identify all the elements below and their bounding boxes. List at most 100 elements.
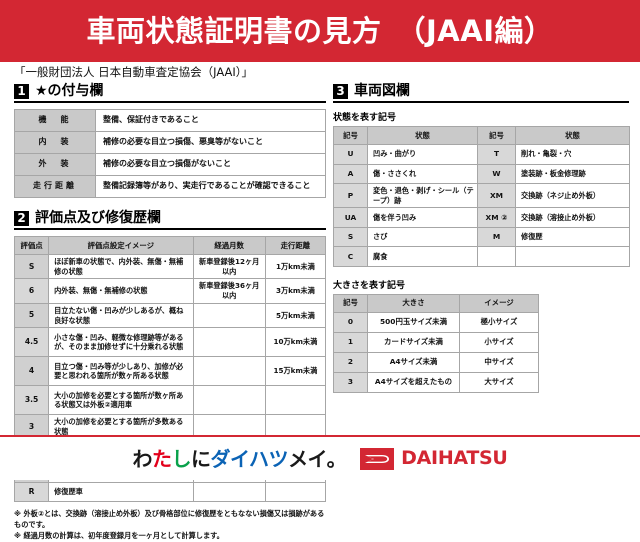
- table-row: C 腐食: [333, 246, 630, 267]
- table-row: 3 A4サイズを超えたもの 大サイズ: [333, 371, 539, 393]
- criteria-label: 内 装: [14, 131, 96, 154]
- size-image-cell: 中サイズ: [459, 351, 539, 373]
- daihatsu-emblem-icon: [360, 447, 395, 470]
- column-header-score: 評価点: [13, 236, 50, 255]
- footnote-line: ※ 外板②とは、交換跡（溶接止め外板）及び骨格部位に修復歴をともなない損傷又は損…: [14, 509, 325, 529]
- state-cell: 交換跡（ネジ止め外板）: [515, 182, 630, 209]
- table-row: 機 能 整備、保証付きであること: [14, 109, 326, 132]
- table-row: UA 傷を伴う凹み XM ② 交換跡（溶接止め外板）: [333, 207, 630, 228]
- column-header-image: 評価点設定イメージ: [48, 236, 194, 255]
- state-cell: 凹み・曲がり: [367, 144, 478, 165]
- table-row: S さび M 修復歴: [333, 226, 630, 248]
- table-row: R 修復歴車: [13, 482, 327, 503]
- table-row: U 凹み・曲がり T 削れ・亀裂・穴: [333, 144, 630, 165]
- section-2-heading: 2 評価点及び修復歴欄: [14, 211, 326, 230]
- table-row: A 傷・ささくれ W 塗装跡・板金修理跡: [333, 163, 630, 184]
- column-header-months: 経過月数: [192, 236, 266, 255]
- table-header-row: 評価点 評価点設定イメージ 経過月数 走行距離: [13, 236, 327, 255]
- column-header-symbol: 記号: [333, 126, 368, 145]
- state-cell: 削れ・亀裂・穴: [515, 144, 630, 165]
- score-description: 目立たない傷・凹みが少しあるが、概ね良好な状態: [48, 302, 194, 329]
- size-image-cell: 極小サイズ: [459, 311, 539, 333]
- table-header-row: 記号 状態 記号 状態: [333, 126, 630, 145]
- score-cell: 4: [13, 356, 50, 387]
- criteria-label: 外 装: [14, 153, 96, 176]
- right-column: 3 車両図欄 状態を表す記号 記号 状態 記号 状態: [333, 64, 630, 393]
- score-description: 小さな傷・凹み、軽微な修理跡等があるが、そのまま加修せずに十分乗れる状態: [48, 327, 194, 358]
- symbol-cell: 0: [333, 311, 368, 333]
- months-cell: [192, 356, 266, 387]
- symbol-cell: A: [333, 163, 368, 184]
- section-1-number: 1: [14, 84, 29, 99]
- state-cell: 変色・退色・剥げ・シール（テープ）跡: [367, 182, 478, 209]
- score-cell: 6: [13, 278, 50, 304]
- state-cell: 傷を伴う凹み: [367, 207, 478, 228]
- symbol-cell: XM ②: [477, 207, 516, 228]
- size-cell: A4サイズを超えたもの: [367, 371, 460, 393]
- state-cell: さび: [367, 226, 478, 248]
- distance-cell: 10万km未満: [264, 327, 327, 358]
- table-row: 2 A4サイズ未満 中サイズ: [333, 351, 539, 373]
- distance-cell: [264, 385, 327, 416]
- slogan-part: た: [151, 446, 172, 471]
- months-cell: 新車登録後36ヶ月以内: [192, 278, 266, 304]
- slogan-part: わ: [132, 446, 152, 471]
- table-row: 1 カードサイズ未満 小サイズ: [333, 331, 539, 353]
- star-criteria-table: 機 能 整備、保証付きであること 内 装 補修の必要な目立つ損傷、悪臭等がないこ…: [14, 109, 326, 198]
- table-row: 3.5 大小の加修を必要とする箇所が数ヶ所ある状態又は外板②適用車: [13, 385, 327, 416]
- score-description: 内外装、無傷・無補修の状態: [48, 278, 194, 304]
- table-row: 0 500円玉サイズ未満 極小サイズ: [333, 311, 539, 333]
- document-body: 「一般財団法人 日本自動車査定協会（JAAI）」 1 ★の付与欄 機 能 整備、…: [0, 62, 640, 540]
- score-cell: S: [13, 253, 50, 280]
- score-description: 大小の加修を必要とする箇所が数ヶ所ある状態又は外板②適用車: [48, 385, 194, 416]
- table-row: P 変色・退色・剥げ・シール（テープ）跡 XM 交換跡（ネジ止め外板）: [333, 182, 630, 209]
- empty-cell: [477, 246, 516, 267]
- size-symbols-subtitle: 大きさを表す記号: [333, 280, 406, 291]
- criteria-value: 補修の必要な目立つ損傷、悪臭等がないこと: [95, 131, 326, 154]
- score-description: ほぼ新車の状態で、内外装、無傷・無補修の状態: [48, 253, 194, 280]
- page-title: 車両状態証明書の見方 （JAAI編）: [86, 13, 554, 48]
- symbol-cell: T: [477, 144, 516, 165]
- section-1-title: ★の付与欄: [35, 83, 104, 100]
- state-cell: 腐食: [367, 246, 478, 267]
- state-symbols-table: 記号 状態 記号 状態 U 凹み・曲がり T 削れ・亀裂・穴 A: [333, 126, 630, 267]
- state-cell: 修復歴: [515, 226, 630, 248]
- symbol-cell: S: [333, 226, 368, 248]
- table-row: S ほぼ新車の状態で、内外装、無傷・無補修の状態 新車登録後12ヶ月以内 1万k…: [13, 253, 327, 280]
- footnote-line: ※ 経過月数の計算は、初年度登録月を一ヶ月として計算します。: [14, 530, 224, 540]
- brand-slogan: わたしにダイハツメイ。: [132, 449, 346, 469]
- size-cell: A4サイズ未満: [367, 351, 460, 373]
- table-row: 走行距離 整備記録簿等があり、実走行であることが確認できること: [14, 175, 326, 198]
- distance-cell: 3万km未満: [264, 278, 327, 304]
- criteria-value: 整備、保証付きであること: [95, 109, 326, 132]
- column-header-distance: 走行距離: [264, 236, 327, 255]
- table-row: 内 装 補修の必要な目立つ損傷、悪臭等がないこと: [14, 131, 326, 154]
- score-cell: R: [13, 482, 50, 503]
- footer-banner: わたしにダイハツメイ。 DAIHATSU: [0, 435, 640, 480]
- symbol-cell: 1: [333, 331, 368, 353]
- section-3-number: 3: [333, 84, 348, 99]
- brand-name: DAIHATSU: [401, 447, 508, 469]
- section-3-heading: 3 車両図欄: [333, 84, 629, 103]
- column-header-symbol: 記号: [333, 293, 368, 313]
- header-banner: 車両状態証明書の見方 （JAAI編）: [0, 0, 640, 62]
- score-cell: 5: [13, 302, 50, 329]
- size-cell: カードサイズ未満: [367, 331, 460, 353]
- table-row: 4 目立つ傷・凹み等が少しあり、加修が必要と思われる箇所が数ヶ所ある状態 15万…: [13, 356, 327, 387]
- table-header-row: 記号 大きさ イメージ: [333, 293, 539, 313]
- criteria-value: 補修の必要な目立つ損傷がないこと: [95, 153, 326, 176]
- state-cell: 交換跡（溶接止め外板）: [515, 207, 630, 228]
- size-symbols-table: 記号 大きさ イメージ 0 500円玉サイズ未満 極小サイズ 1 カードサイズ未…: [333, 293, 539, 393]
- symbol-cell: W: [477, 163, 516, 184]
- state-cell: 塗装跡・板金修理跡: [515, 163, 630, 184]
- state-symbols-subtitle: 状態を表す記号: [333, 113, 397, 123]
- daihatsu-logo: DAIHATSU: [360, 447, 508, 470]
- empty-cell: [515, 246, 630, 267]
- section-2-title: 評価点及び修復歴欄: [35, 210, 161, 227]
- score-cell: 3.5: [13, 385, 50, 416]
- section-1-heading: 1 ★の付与欄: [14, 84, 326, 103]
- column-header-size: 大きさ: [367, 293, 460, 313]
- symbol-cell: U: [333, 144, 368, 165]
- criteria-label: 機 能: [14, 109, 96, 132]
- slogan-part: ダイハツ: [210, 446, 289, 471]
